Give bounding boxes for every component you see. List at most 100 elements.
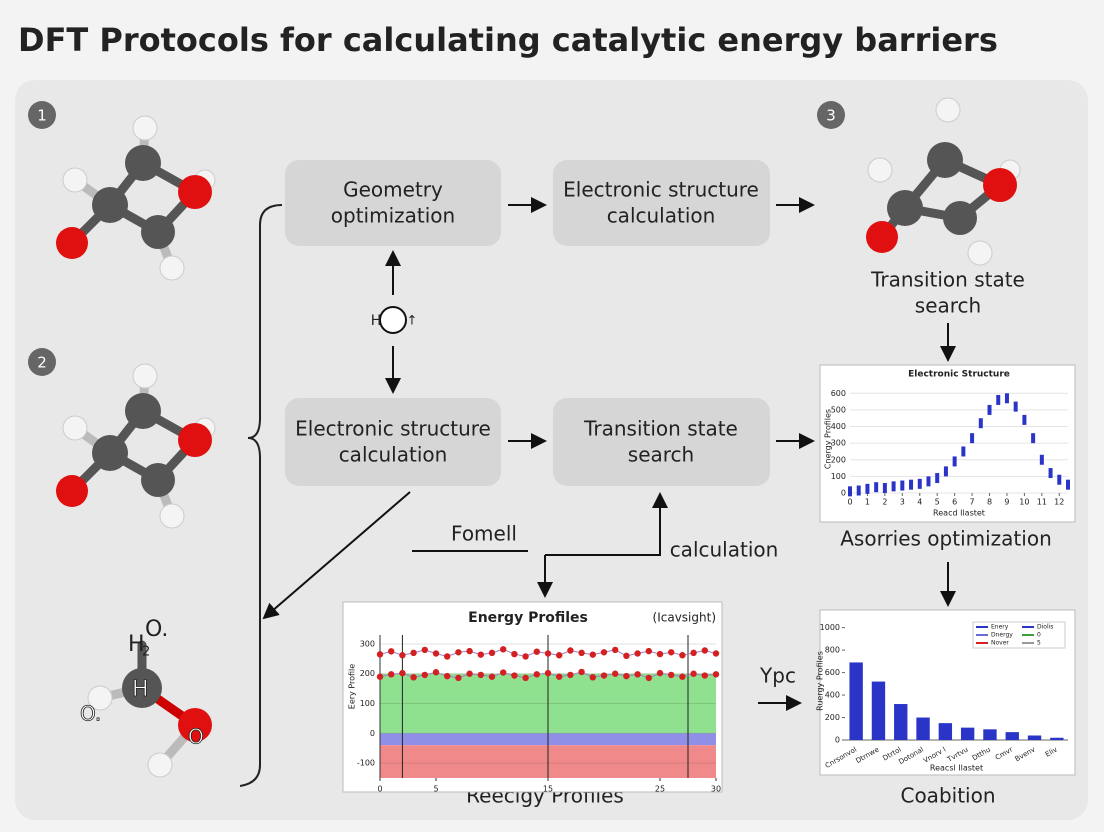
label: Ypc [759, 664, 796, 688]
point [679, 673, 686, 680]
point [668, 671, 675, 679]
bar [871, 681, 886, 740]
point [961, 446, 966, 457]
bar [938, 723, 953, 740]
label: Coabition [900, 784, 995, 808]
legend-frame [972, 621, 1066, 649]
y-tick-label: 500 [831, 405, 846, 414]
point [856, 485, 861, 496]
node-box [553, 160, 770, 246]
x-tick-label: 9 [1004, 498, 1009, 507]
x-tick-label: 10 [1019, 498, 1029, 507]
badge: 2 [37, 354, 47, 372]
point [455, 674, 462, 682]
axis-label: Reacsl Ilastet [930, 764, 983, 773]
point [444, 672, 451, 680]
bracket [239, 204, 283, 787]
point [1013, 401, 1018, 412]
bar [1005, 732, 1019, 740]
legend-label: Nover [991, 640, 1009, 647]
point [466, 647, 473, 655]
y-tick-label: 400 [825, 691, 840, 700]
node-text: calculation [607, 204, 716, 228]
atom: H [128, 632, 145, 657]
point [444, 653, 451, 660]
point [656, 669, 664, 677]
node-text: search [628, 443, 694, 467]
point [1057, 474, 1062, 485]
point [522, 653, 529, 660]
badges: 1 2 3 [28, 101, 845, 376]
atom: O. [80, 702, 101, 726]
point [511, 650, 518, 658]
label: Transition state [870, 268, 1025, 292]
symbol-text: H [371, 313, 382, 329]
x-tick-label: 3 [900, 498, 905, 507]
point [987, 404, 992, 415]
axis-label: Eery Profile [348, 664, 357, 709]
point [578, 649, 585, 657]
node-text: Transition state [583, 417, 738, 441]
point [1022, 414, 1027, 425]
x-tick-label: 11 [1037, 498, 1047, 507]
x-tick-label: 2 [882, 498, 887, 507]
point [900, 480, 905, 491]
title: DFT Protocols for calculating catalytic … [18, 21, 998, 59]
point [376, 673, 384, 680]
point [399, 669, 406, 677]
point [567, 647, 574, 654]
y-tick-label: 100 [360, 699, 375, 708]
x-tick-label: 15 [543, 785, 553, 794]
x-tick-label: 30 [711, 785, 721, 794]
point [679, 652, 686, 659]
legend-label: Dnergy [991, 632, 1013, 639]
chart-title: Energy Profiles [468, 610, 588, 626]
y-tick-label: 100 [831, 472, 846, 481]
point [891, 481, 896, 492]
legend-label: Enery [991, 624, 1009, 631]
molecule-ts [866, 97, 1021, 266]
point [600, 649, 608, 656]
x-tick-label: 0 [847, 498, 852, 507]
y-tick-label: 300 [831, 439, 846, 448]
legend-label: 5 [1037, 640, 1041, 647]
point [432, 650, 440, 657]
y-tick-label: 300 [360, 639, 375, 648]
point [399, 652, 406, 659]
point [712, 671, 720, 678]
atom: O. [145, 617, 168, 642]
point [952, 456, 957, 467]
x-tick-label: 25 [655, 785, 665, 794]
bar [849, 662, 863, 740]
chart-subtitle: (Icavsight) [653, 611, 716, 625]
node-text: optimization [331, 204, 455, 228]
bar [1027, 735, 1042, 740]
node-box [553, 398, 770, 486]
point [488, 649, 496, 657]
point [600, 672, 608, 679]
atom: O [188, 725, 204, 749]
point [690, 649, 697, 657]
point [500, 669, 507, 676]
molecule-3: H 2 O. H O. O [80, 617, 212, 778]
y-tick-label: 0 [835, 736, 840, 745]
point [556, 652, 563, 659]
bar [960, 727, 975, 740]
point [567, 671, 574, 679]
point [1048, 468, 1053, 479]
point [388, 648, 395, 655]
label: Fomell [451, 522, 517, 546]
node-box [285, 398, 501, 486]
point [634, 650, 641, 657]
x-tick-label: 5 [433, 785, 438, 794]
point [874, 482, 879, 493]
point [388, 671, 395, 678]
point [477, 671, 484, 679]
x-tick-label: 6 [952, 498, 957, 507]
point [1066, 479, 1070, 490]
bar [983, 729, 997, 740]
symbol-text: ↑ [407, 314, 418, 329]
x-tick-label: 7 [970, 498, 975, 507]
point [1031, 433, 1036, 444]
